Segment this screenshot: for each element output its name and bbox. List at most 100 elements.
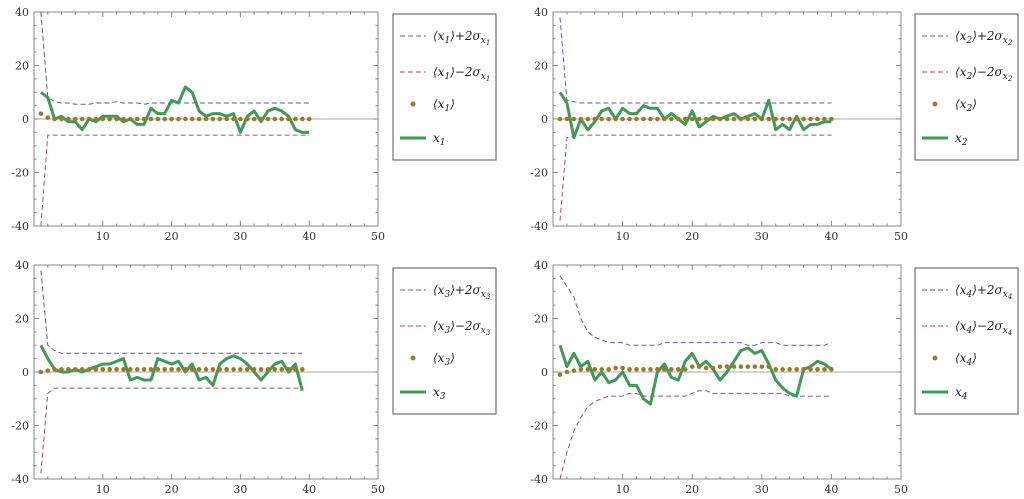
x-tick-label: 50: [371, 230, 385, 243]
mean-point: [675, 116, 681, 122]
mean-point: [79, 367, 85, 372]
legend-mean-label: ⟨x2⟩: [955, 97, 977, 114]
mean-point: [669, 116, 674, 122]
mean-point: [675, 367, 681, 372]
mean-point: [72, 116, 78, 122]
mean-point: [599, 116, 605, 122]
mean-point: [265, 116, 271, 122]
mean-point: [210, 367, 216, 372]
mean-point: [189, 116, 195, 122]
x-tick-label: 10: [616, 483, 630, 496]
mean-point: [655, 367, 660, 372]
x-tick-label: 10: [616, 230, 630, 243]
y-tick-label: 20: [534, 313, 548, 326]
mean-point: [100, 116, 106, 122]
mean-point: [752, 116, 758, 122]
series-actual: [39, 85, 310, 134]
x-tick-label: 40: [302, 230, 316, 243]
x-tick-label: 20: [165, 230, 179, 243]
y-tick-label: 0: [541, 113, 548, 126]
legend-actual-label: x3: [433, 385, 446, 402]
legend-box: [914, 267, 1019, 415]
mean-point: [634, 367, 639, 372]
mean-point: [107, 367, 112, 372]
mean-point: [279, 116, 284, 122]
mean-point: [272, 116, 278, 122]
mean-point: [599, 367, 605, 372]
legend-mean-swatch: [410, 355, 416, 361]
mean-point: [829, 367, 834, 372]
mean-point: [114, 367, 119, 372]
mean-point: [648, 116, 653, 122]
mean-point: [107, 116, 112, 122]
mean-point: [265, 367, 271, 372]
mean-point: [114, 116, 119, 122]
series-upper-bound: [559, 275, 832, 346]
legend-lower-label: ⟨x1⟩−2σx1: [433, 65, 490, 83]
legend-actual-label: x1: [433, 131, 446, 148]
mean-point: [272, 367, 278, 372]
mean-point: [258, 367, 264, 372]
legend-box: [392, 13, 497, 161]
mean-point: [196, 116, 202, 122]
mean-point: [578, 367, 584, 372]
mean-point: [121, 116, 126, 122]
mean-point: [183, 116, 188, 122]
legend: ⟨x1⟩+2σx1 ⟨x1⟩−2σx1 ⟨x1⟩ x1: [392, 13, 497, 161]
mean-point: [696, 116, 702, 122]
legend-mean-swatch: [932, 355, 938, 361]
series-upper-bound: [40, 12, 310, 105]
legend-upper-label: ⟨x4⟩+2σx4: [955, 283, 1012, 301]
legend-lower-label: ⟨x3⟩−2σx3: [433, 319, 491, 337]
mean-point: [724, 116, 730, 122]
mean-point: [703, 116, 709, 122]
series-lower-bound: [40, 387, 303, 474]
mean-point: [300, 367, 305, 372]
x-tick-label: 20: [685, 230, 699, 243]
mean-point: [293, 116, 298, 122]
y-tick-label: -20: [11, 420, 29, 433]
plot-area: [38, 12, 312, 226]
mean-point: [745, 116, 751, 122]
plot-area: [38, 270, 305, 474]
mean-point: [801, 116, 806, 122]
mean-point: [45, 368, 51, 373]
mean-point: [620, 116, 625, 122]
legend-mean-label: ⟨x1⟩: [433, 97, 455, 114]
mean-point: [794, 367, 799, 372]
mean-point: [627, 367, 632, 372]
mean-point: [627, 116, 632, 122]
y-tick-label: -20: [530, 167, 548, 180]
mean-point: [203, 116, 209, 122]
mean-point: [224, 116, 229, 122]
panel-x1: 10 20 30 40 50-40-2002040⟨x1⟩+2σx1⟨x1⟩−2σx1⟨…: [11, 6, 497, 243]
x-tick-label: 40: [302, 483, 316, 496]
mean-point: [794, 116, 799, 122]
mean-point: [155, 116, 161, 122]
y-tick-label: 40: [534, 259, 548, 272]
mean-point: [59, 367, 64, 372]
y-tick-label: 20: [534, 60, 548, 73]
panel-x4: 10 20 30 40 50-40-2002040⟨x4⟩+2σx4⟨x4⟩−2σx4⟨…: [530, 259, 1019, 496]
mean-point: [738, 364, 744, 369]
mean-point: [86, 116, 92, 122]
legend-lower-label: ⟨x2⟩−2σx2: [955, 65, 1013, 83]
mean-point: [141, 116, 147, 122]
mean-point: [745, 364, 751, 369]
mean-point: [808, 116, 813, 122]
mean-point: [766, 116, 772, 122]
y-tick-label: 40: [15, 259, 29, 272]
legend-actual-label: x4: [955, 385, 968, 402]
mean-point: [238, 367, 243, 372]
legend-mean-label: ⟨x4⟩: [955, 351, 977, 368]
mean-point: [669, 367, 674, 372]
mean-point: [731, 364, 737, 369]
mean-point: [217, 116, 223, 122]
mean-point: [217, 367, 223, 372]
x-tick-label: 50: [894, 230, 908, 243]
y-tick-label: -40: [11, 220, 29, 233]
mean-point: [780, 116, 785, 122]
y-tick-label: 40: [534, 6, 548, 19]
y-tick-label: -20: [530, 420, 548, 433]
